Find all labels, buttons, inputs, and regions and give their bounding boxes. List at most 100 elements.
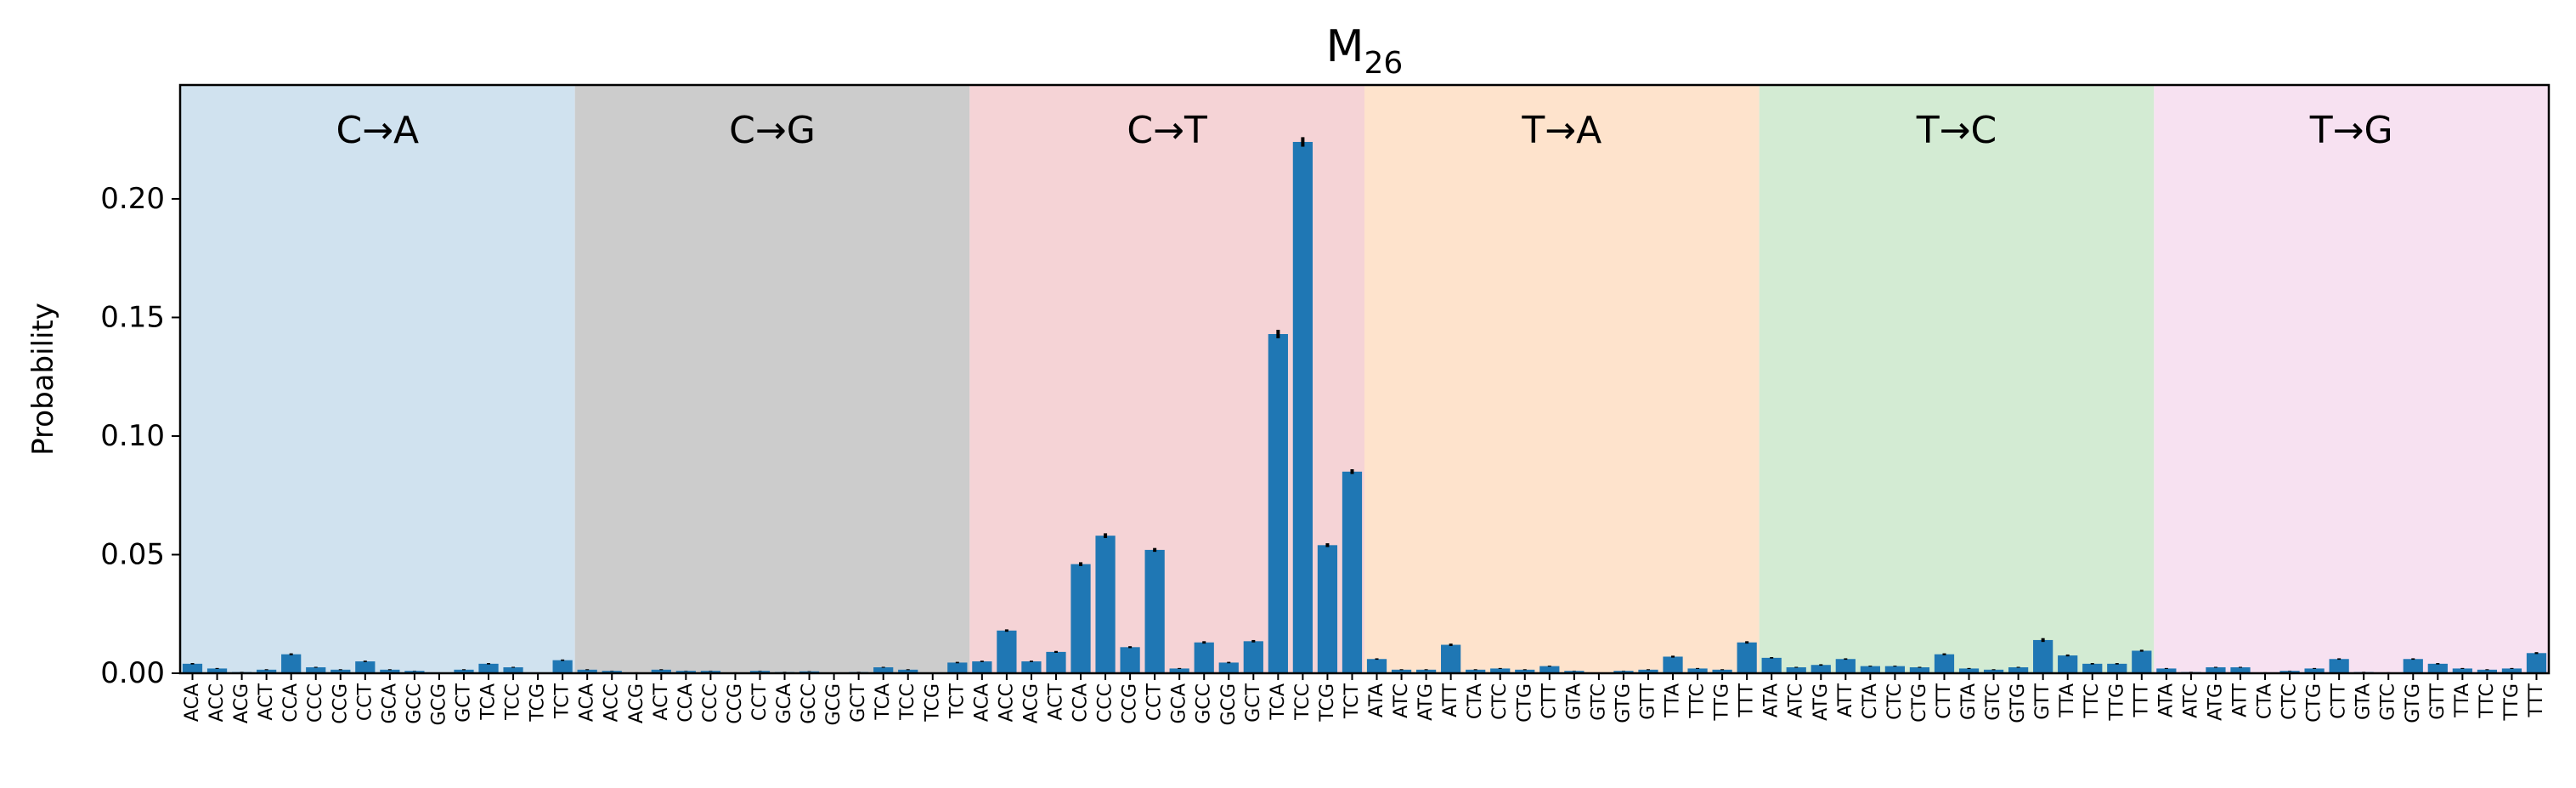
x-tick-label-67: ATT	[1835, 683, 1856, 717]
x-tick-label-13: TCC	[503, 683, 524, 721]
bar-2-13	[1292, 141, 1313, 673]
bar-2-6	[1120, 647, 1140, 673]
x-tick-label-16: ACA	[577, 683, 598, 722]
bar-1-7	[749, 671, 771, 673]
bar-4-9	[1983, 669, 2004, 673]
x-tick-label-48: ATA	[1366, 683, 1387, 717]
bar-4-15	[2132, 650, 2152, 673]
error-bars	[190, 137, 2539, 673]
x-tick-label-49: ATC	[1391, 683, 1412, 718]
x-tick-label-84: CTA	[2255, 683, 2276, 719]
bar-2-8	[1169, 668, 1189, 673]
x-tick-label-78: TTG	[2106, 683, 2127, 722]
x-tick-label-36: CCA	[1071, 683, 1092, 723]
y-axis: 0.00 0.05 0.10 0.15 0.20	[100, 182, 180, 690]
x-tick-label-79: TTT	[2131, 683, 2152, 717]
bar-1-0	[577, 669, 597, 673]
bar-0-9	[404, 671, 425, 673]
x-tick-label-32: ACA	[971, 683, 992, 722]
bar-4-10	[2008, 667, 2029, 673]
bar-4-2	[1811, 665, 1831, 673]
bar-0-3	[257, 669, 277, 673]
y-tick-label-3: 0.15	[100, 300, 165, 334]
bar-4-5	[1884, 666, 1906, 673]
group-band-4	[1759, 85, 2155, 673]
bar-0-5	[306, 667, 326, 673]
bar-5-0	[2156, 668, 2177, 673]
bar-2-7	[1144, 549, 1165, 673]
x-tick-label-22: CCG	[725, 683, 746, 724]
bar-4-14	[2107, 663, 2127, 673]
x-tick-label-30: TCG	[922, 683, 943, 723]
bar-2-2	[1021, 661, 1042, 673]
x-tick-label-28: TCA	[873, 683, 894, 721]
bar-0-1	[206, 668, 228, 673]
x-tick-label-77: TTC	[2082, 683, 2103, 719]
x-tick-label-34: ACG	[1020, 683, 1042, 723]
x-tick-label-81: ATC	[2180, 683, 2201, 718]
bar-3-4	[1466, 669, 1486, 673]
bar-3-10	[1613, 671, 1634, 673]
group-band-0	[180, 85, 575, 673]
bar-0-11	[454, 669, 474, 673]
x-tick-label-90: GTG	[2403, 683, 2424, 723]
bar-5-6	[2304, 668, 2325, 673]
bar-3-15	[1737, 642, 1757, 673]
bar-3-7	[1539, 666, 1560, 673]
bar-1-3	[651, 669, 671, 673]
x-tick-label-9: GCC	[404, 683, 425, 724]
x-tick-label-53: CTC	[1489, 683, 1511, 720]
x-tick-label-24: GCA	[774, 683, 795, 723]
x-tick-label-83: ATT	[2229, 683, 2251, 717]
bar-3-6	[1515, 669, 1535, 673]
bar-5-14	[2501, 668, 2522, 673]
bar-2-10	[1218, 662, 1239, 673]
x-tick-label-59: GTT	[1637, 683, 1658, 719]
bar-5-11	[2427, 663, 2448, 673]
y-tick-label-1: 0.05	[100, 537, 165, 571]
x-tick-label-42: GCG	[1218, 683, 1240, 725]
x-tick-label-86: CTG	[2304, 683, 2325, 723]
x-tick-label-39: CCT	[1144, 683, 1166, 721]
bar-5-3	[2230, 667, 2251, 673]
x-tick-label-70: CTG	[1909, 683, 1930, 723]
bar-5-2	[2206, 667, 2226, 673]
x-tick-label-52: CTA	[1465, 683, 1486, 719]
x-tick-label-7: CCT	[354, 683, 376, 721]
x-tick-label-76: TTA	[2057, 683, 2078, 718]
y-tick-label-4: 0.20	[100, 182, 165, 216]
x-tick-label-82: ATG	[2205, 683, 2226, 721]
x-tick-label-92: TTA	[2452, 683, 2473, 718]
bar-4-7	[1934, 654, 1955, 673]
bar-1-4	[675, 671, 696, 673]
bar-2-4	[1071, 564, 1091, 673]
x-tick-label-45: TCC	[1292, 683, 1313, 721]
x-tick-label-19: ACT	[651, 683, 672, 720]
bar-3-3	[1441, 644, 1461, 673]
bar-0-7	[355, 661, 376, 673]
bar-4-0	[1761, 657, 1782, 673]
x-tick-label-1: ACC	[206, 683, 228, 722]
x-tick-label-95: TTT	[2526, 683, 2547, 717]
x-tick-label-6: CCG	[330, 683, 351, 724]
x-tick-label-15: TCT	[552, 683, 573, 719]
x-tick-label-41: GCC	[1194, 683, 1215, 724]
bar-4-11	[2033, 639, 2053, 673]
bar-3-8	[1564, 671, 1585, 673]
x-tick-label-87: CTT	[2329, 683, 2350, 718]
x-tick-label-47: TCT	[1342, 683, 1363, 719]
bar-3-13	[1687, 668, 1708, 673]
group-label-2: C→T	[1127, 109, 1207, 152]
bar-2-9	[1194, 642, 1214, 673]
bar-0-12	[478, 663, 499, 673]
x-tick-label-50: ATG	[1415, 683, 1437, 721]
x-axis: ACA ACC ACG ACT CCA CCC CCG CCT GCA GCC GCG GCT TCA T…	[182, 673, 2547, 725]
x-tick-label-12: TCA	[478, 683, 500, 721]
x-tick-label-60: TTA	[1663, 683, 1684, 718]
bar-2-15	[1342, 471, 1363, 673]
x-tick-label-43: GCT	[1243, 683, 1264, 722]
bar-0-0	[182, 663, 203, 673]
x-tick-label-61: TTC	[1687, 683, 1709, 719]
y-tick-label-2: 0.10	[100, 419, 165, 453]
bar-5-12	[2452, 668, 2472, 673]
